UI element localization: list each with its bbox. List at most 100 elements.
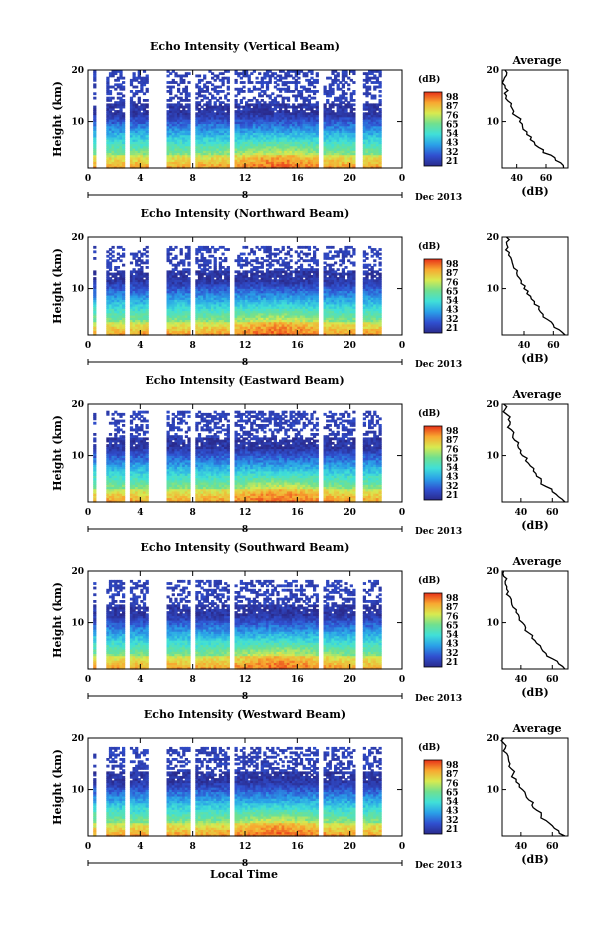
heatmap-cell (289, 139, 293, 142)
heatmap-cell (281, 110, 285, 113)
heatmap-cell (114, 150, 118, 154)
heatmap-cell (239, 116, 244, 120)
heatmap-cell (218, 315, 223, 318)
heatmap-cell (145, 121, 149, 125)
heatmap-cell (286, 145, 291, 149)
heatmap-cell (247, 165, 251, 169)
heatmap-cell (310, 127, 314, 131)
heatmap-cell (169, 248, 173, 251)
heatmap-cell (375, 159, 380, 162)
heatmap-cell (226, 323, 230, 327)
heatmap-cell (114, 143, 118, 147)
heatmap-cell (234, 127, 238, 131)
heatmap-cell (197, 114, 202, 118)
heatmap-cell (273, 114, 278, 118)
heatmap-cell (234, 328, 238, 332)
heatmap-cell (328, 156, 332, 160)
heatmap-cell (260, 263, 264, 267)
heatmap-cell (211, 294, 215, 298)
heatmap-cell (276, 315, 280, 318)
heatmap-cell (213, 301, 217, 305)
heatmap-cell (268, 154, 272, 158)
heatmap-cell (137, 148, 141, 151)
heatmap-cell (166, 130, 170, 133)
heatmap-cell (375, 125, 380, 129)
heatmap-cell (279, 76, 283, 80)
heatmap-cell (370, 121, 374, 125)
heatmap-cell (255, 321, 259, 325)
heatmap-cell (122, 103, 126, 107)
heatmap-cell (349, 132, 353, 136)
heatmap-cell (122, 159, 126, 162)
heatmap-cell (205, 290, 210, 294)
heatmap-cell (174, 154, 178, 158)
heatmap-cell (242, 312, 246, 316)
heatmap-cell (106, 294, 110, 298)
heatmap-cell (336, 105, 340, 109)
heatmap-cell (224, 321, 228, 325)
heatmap-cell (216, 288, 220, 292)
heatmap-cell (310, 105, 314, 109)
heatmap-cell (129, 272, 134, 276)
heatmap-cell (171, 326, 175, 329)
heatmap-cell (208, 159, 212, 162)
heatmap-cell (313, 145, 317, 149)
heatmap-cell (132, 321, 136, 325)
heatmap-cell (315, 74, 319, 78)
heatmap-cell (373, 130, 377, 133)
heatmap-cell (265, 263, 270, 267)
heatmap-cell (260, 116, 264, 120)
heatmap-cell (313, 154, 317, 158)
heatmap-cell (279, 263, 283, 267)
heatmap-cell (245, 321, 249, 325)
heatmap-cell (135, 159, 139, 162)
heatmap-cell (273, 105, 278, 109)
heatmap-cell (171, 279, 175, 283)
heatmap-cell (245, 332, 249, 336)
heatmap-cell (108, 290, 113, 294)
heatmap-cell (226, 81, 230, 84)
heatmap-cell (284, 145, 288, 149)
heatmap-cell (208, 259, 212, 263)
heatmap-cell (216, 148, 220, 151)
heatmap-cell (211, 254, 215, 258)
heatmap-cell (260, 161, 264, 165)
heatmap-cell (184, 116, 189, 120)
heatmap-cell (336, 99, 340, 102)
heatmap-cell (211, 150, 215, 154)
heatmap-cell (205, 245, 210, 249)
heatmap-cell (234, 152, 238, 156)
heatmap-cell (205, 123, 210, 127)
heatmap-cell (234, 294, 238, 298)
heatmap-cell (197, 132, 202, 136)
heatmap-cell (119, 70, 123, 73)
heatmap-cell (242, 119, 246, 122)
heatmap-cell (132, 252, 136, 256)
heatmap-cell (339, 125, 343, 129)
heatmap-cell (218, 286, 223, 289)
heatmap-cell (245, 245, 249, 249)
heatmap-cell (334, 134, 338, 138)
heatmap-cell (375, 161, 380, 165)
heatmap-cell (237, 292, 241, 296)
heatmap-cell (265, 277, 270, 280)
heatmap-cell (137, 292, 141, 296)
heatmap-cell (279, 74, 283, 78)
heatmap-cell (276, 323, 280, 327)
heatmap-cell (305, 121, 309, 125)
heatmap-cell (326, 110, 330, 113)
heatmap-cell (218, 270, 223, 274)
heatmap-cell (226, 288, 230, 292)
heatmap-cell (187, 114, 191, 118)
heatmap-cell (174, 103, 178, 107)
heatmap-cell (289, 81, 293, 84)
heatmap-cell (203, 125, 207, 129)
heatmap-cell (344, 105, 348, 109)
heatmap-cell (305, 90, 309, 93)
heatmap-cell (224, 150, 228, 154)
heatmap-cell (203, 112, 207, 116)
heatmap-cell (245, 119, 249, 122)
heatmap-cell (281, 303, 285, 307)
heatmap-cell (208, 274, 212, 278)
heatmap-cell (260, 286, 264, 289)
